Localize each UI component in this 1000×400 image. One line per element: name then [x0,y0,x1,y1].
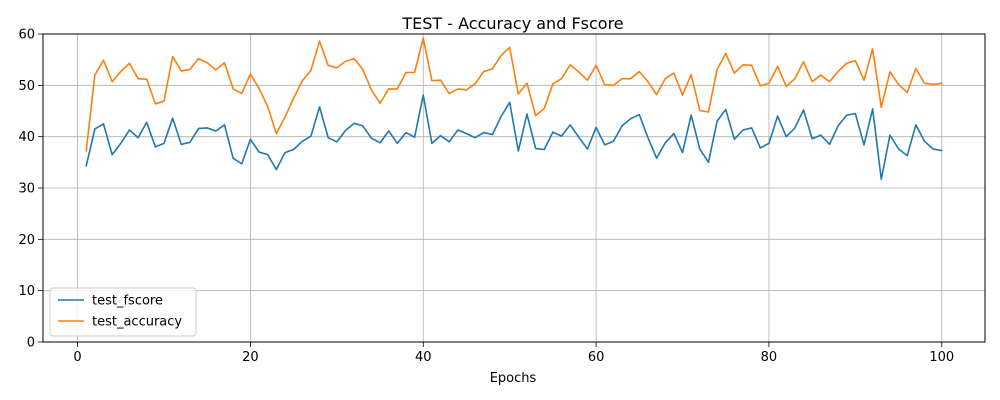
legend-label: test_fscore [92,294,163,309]
y-tick-label: 10 [18,284,35,299]
chart-title: TEST - Accuracy and Fscore [401,14,623,33]
y-tick-label: 30 [18,182,35,197]
y-tick-label: 40 [18,130,35,145]
x-tick-label: 0 [73,350,81,365]
axes-ticks: 0 20 40 60 80 100 0 10 20 30 40 50 60 [18,28,954,366]
y-tick-label: 50 [18,79,35,94]
x-tick-label: 60 [588,350,605,365]
x-tick-label: 80 [761,350,778,365]
legend-box [49,287,197,337]
y-tick-label: 20 [18,233,35,248]
legend-label: test_accuracy [92,315,182,330]
x-tick-label: 20 [242,350,259,365]
series-line-test-accuracy [85,37,943,152]
x-axis-label: Epochs [490,371,537,386]
x-tick-label: 40 [415,350,432,365]
series-line-test-fscore [85,94,943,181]
y-tick-label: 60 [18,28,35,43]
series-group [85,37,943,181]
legend: test_fscore test_accuracy [49,287,197,337]
y-tick-label: 0 [27,336,35,351]
x-tick-label: 100 [929,350,954,365]
